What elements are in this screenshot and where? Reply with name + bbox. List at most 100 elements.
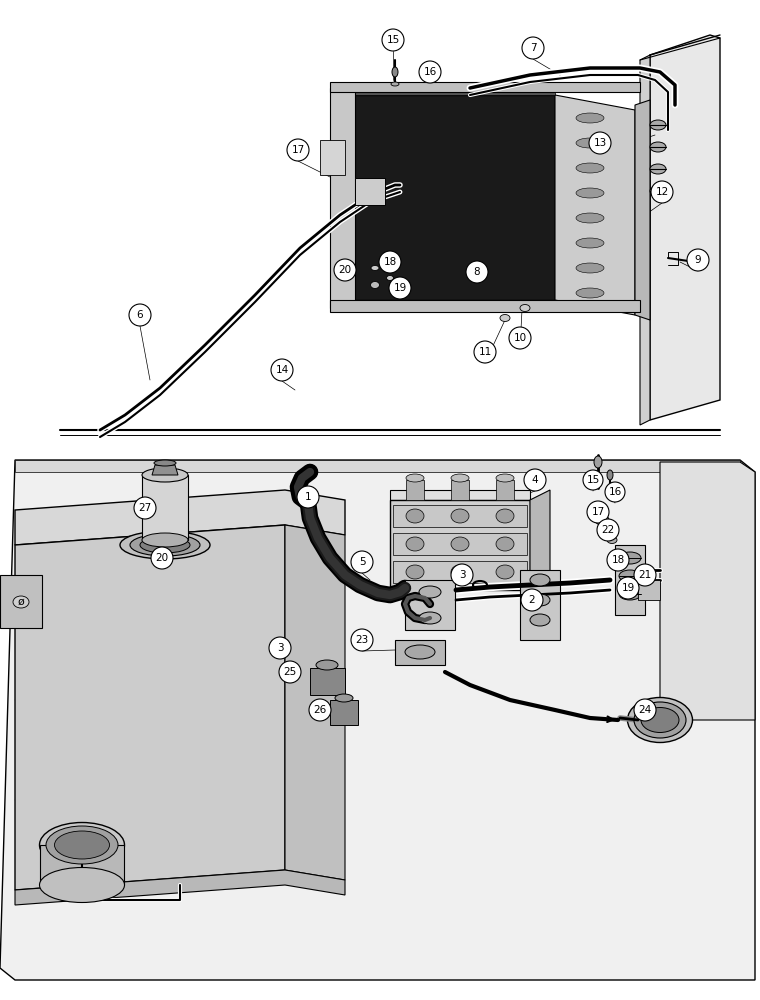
Circle shape [334, 259, 356, 281]
Circle shape [129, 304, 151, 326]
Circle shape [466, 261, 488, 283]
Ellipse shape [142, 468, 188, 482]
Text: 8: 8 [473, 267, 480, 277]
Circle shape [382, 29, 404, 51]
Polygon shape [15, 490, 345, 545]
Ellipse shape [576, 113, 604, 123]
Ellipse shape [40, 822, 125, 867]
Circle shape [522, 37, 544, 59]
Ellipse shape [451, 509, 469, 523]
Circle shape [597, 519, 619, 541]
Polygon shape [451, 480, 469, 500]
Text: 19: 19 [622, 583, 635, 593]
Polygon shape [650, 35, 720, 420]
Text: 26: 26 [313, 705, 327, 715]
Ellipse shape [530, 594, 550, 606]
Polygon shape [660, 462, 755, 720]
Ellipse shape [387, 275, 394, 280]
Text: 7: 7 [530, 43, 537, 53]
Polygon shape [640, 55, 650, 425]
Circle shape [687, 249, 709, 271]
Polygon shape [395, 640, 445, 665]
Ellipse shape [451, 474, 469, 482]
Circle shape [297, 486, 319, 508]
Text: 24: 24 [638, 705, 651, 715]
Text: 5: 5 [359, 557, 366, 567]
Circle shape [134, 497, 156, 519]
Ellipse shape [406, 537, 424, 551]
Text: 10: 10 [514, 333, 527, 343]
Circle shape [605, 482, 625, 502]
Ellipse shape [13, 596, 29, 608]
Ellipse shape [55, 831, 109, 859]
Ellipse shape [496, 509, 514, 523]
Polygon shape [520, 570, 560, 640]
Ellipse shape [607, 536, 617, 544]
Ellipse shape [594, 456, 602, 468]
Circle shape [509, 327, 531, 349]
Text: 27: 27 [138, 503, 152, 513]
Ellipse shape [619, 588, 641, 600]
Ellipse shape [641, 708, 679, 732]
Ellipse shape [628, 698, 692, 742]
Polygon shape [330, 82, 640, 92]
Ellipse shape [650, 164, 666, 174]
Ellipse shape [40, 867, 125, 902]
Polygon shape [320, 140, 345, 175]
Ellipse shape [500, 314, 510, 322]
Text: 3: 3 [459, 570, 465, 580]
Text: 15: 15 [587, 475, 600, 485]
Text: 18: 18 [611, 555, 625, 565]
Text: 2: 2 [529, 595, 535, 605]
Polygon shape [638, 580, 660, 600]
Polygon shape [406, 480, 424, 500]
Text: 23: 23 [356, 635, 369, 645]
Ellipse shape [405, 645, 435, 659]
Circle shape [583, 470, 603, 490]
Text: 22: 22 [601, 525, 615, 535]
Text: 4: 4 [532, 475, 538, 485]
Circle shape [351, 551, 373, 573]
Ellipse shape [650, 186, 666, 196]
Polygon shape [393, 533, 527, 555]
Polygon shape [355, 178, 385, 205]
Text: 17: 17 [291, 145, 305, 155]
Text: 6: 6 [137, 310, 144, 320]
Circle shape [269, 637, 291, 659]
Polygon shape [393, 561, 527, 583]
Polygon shape [15, 460, 740, 472]
Polygon shape [615, 545, 645, 615]
Circle shape [309, 699, 331, 721]
Text: 1: 1 [305, 492, 312, 502]
Ellipse shape [530, 614, 550, 626]
Text: 16: 16 [608, 487, 622, 497]
Text: 13: 13 [594, 138, 606, 148]
Polygon shape [330, 88, 355, 308]
Ellipse shape [576, 238, 604, 248]
Polygon shape [345, 88, 555, 95]
Circle shape [521, 589, 543, 611]
Ellipse shape [650, 120, 666, 130]
Ellipse shape [406, 474, 424, 482]
Text: 11: 11 [478, 347, 492, 357]
Ellipse shape [406, 509, 424, 523]
Circle shape [419, 61, 441, 83]
Ellipse shape [576, 288, 604, 298]
Text: 25: 25 [283, 667, 296, 677]
Ellipse shape [576, 213, 604, 223]
Polygon shape [496, 480, 514, 500]
Ellipse shape [576, 188, 604, 198]
Polygon shape [310, 668, 345, 695]
Ellipse shape [634, 702, 686, 738]
Ellipse shape [371, 282, 379, 288]
Ellipse shape [316, 660, 338, 670]
Ellipse shape [496, 565, 514, 579]
Circle shape [379, 251, 401, 273]
Polygon shape [330, 300, 640, 312]
Text: 19: 19 [394, 283, 407, 293]
Polygon shape [555, 95, 635, 315]
Ellipse shape [576, 263, 604, 273]
Ellipse shape [496, 474, 514, 482]
Ellipse shape [419, 586, 441, 598]
Circle shape [634, 564, 656, 586]
